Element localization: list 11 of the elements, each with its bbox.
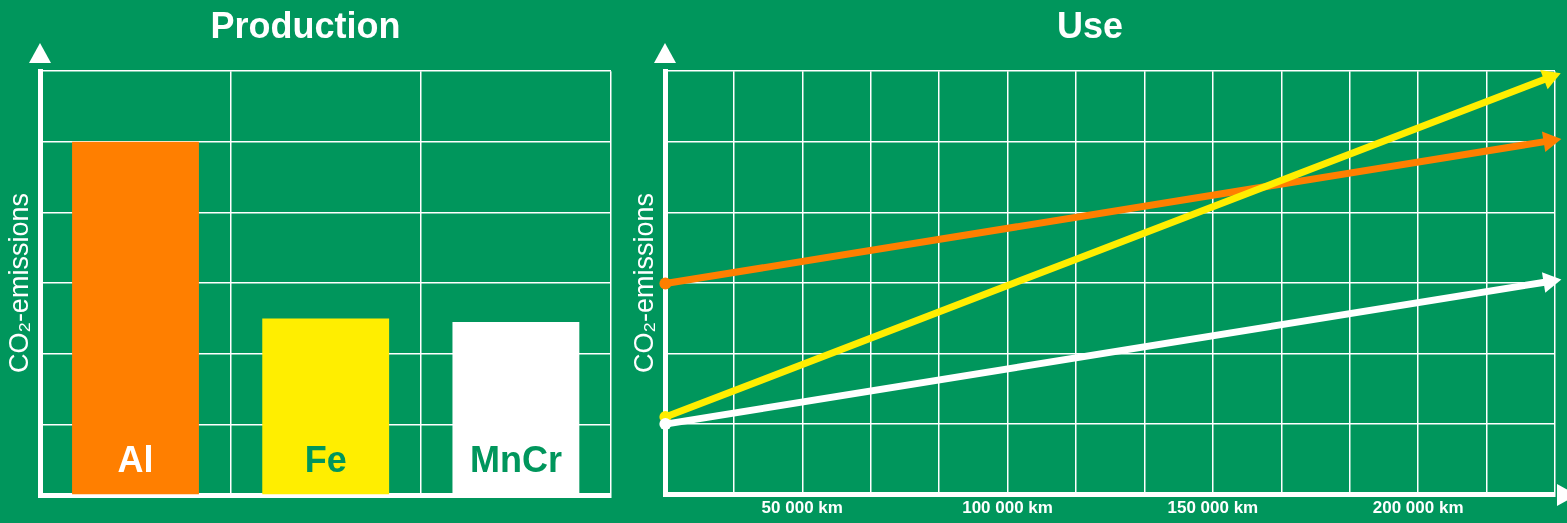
- x-tick-label: 100 000 km: [962, 498, 1053, 518]
- x-tick-label: Al: [117, 439, 154, 481]
- y-axis-title: CO₂-emissions: [3, 193, 34, 374]
- x-tick-label: Fe: [304, 439, 347, 481]
- chart-title: Production: [210, 4, 401, 46]
- x-tick-label: 150 000 km: [1167, 498, 1259, 518]
- x-tick-label: 200 000 km: [1372, 498, 1464, 518]
- x-tick-label: 50 000 km: [761, 498, 843, 518]
- chart-title: Use: [1056, 4, 1124, 46]
- y-axis-title: CO₂-emissions: [628, 192, 659, 373]
- x-tick-label: MnCr: [469, 439, 562, 481]
